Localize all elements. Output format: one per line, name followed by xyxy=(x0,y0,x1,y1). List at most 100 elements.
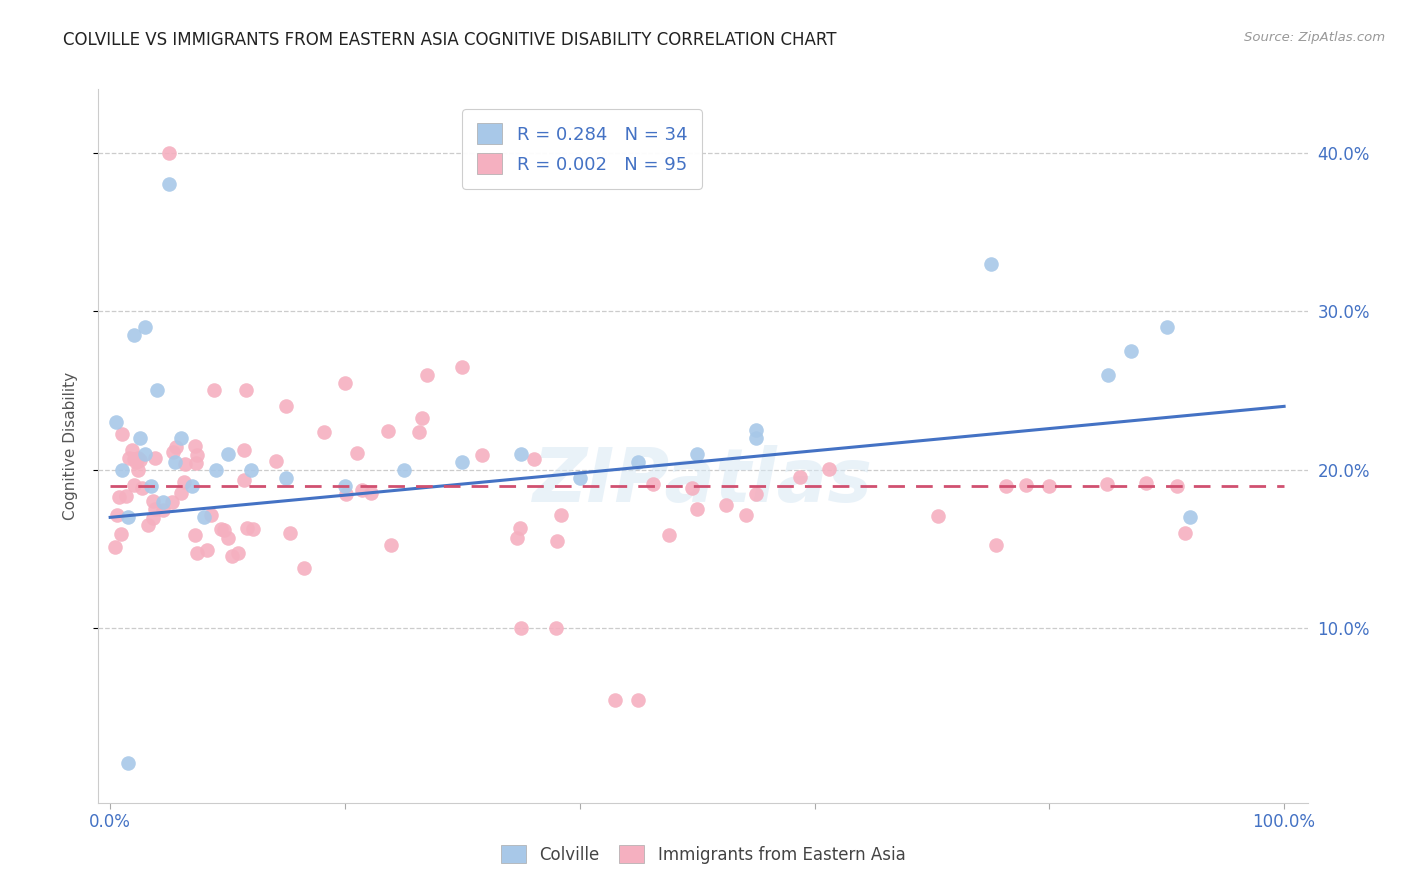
Point xyxy=(1135,475,1157,490)
Point xyxy=(505,531,527,545)
Point xyxy=(183,527,205,541)
Point xyxy=(240,463,263,477)
Point xyxy=(603,692,626,706)
Point xyxy=(129,453,152,467)
Point xyxy=(451,455,474,469)
Point xyxy=(568,471,591,485)
Point xyxy=(451,359,474,374)
Point xyxy=(1038,478,1060,492)
Point xyxy=(141,478,163,492)
Point xyxy=(735,508,758,523)
Point xyxy=(134,447,156,461)
Point xyxy=(510,447,533,461)
Point xyxy=(104,540,127,554)
Point xyxy=(202,384,225,398)
Point xyxy=(1121,343,1143,358)
Point xyxy=(509,521,531,535)
Point xyxy=(117,510,139,524)
Point xyxy=(276,400,298,414)
Point xyxy=(333,376,356,390)
Point xyxy=(105,508,128,522)
Point xyxy=(173,475,195,489)
Point xyxy=(714,498,737,512)
Point xyxy=(235,384,257,398)
Point xyxy=(122,328,145,343)
Point xyxy=(392,463,415,477)
Point xyxy=(627,692,650,706)
Point xyxy=(214,523,236,537)
Point xyxy=(280,525,302,540)
Point xyxy=(377,424,399,438)
Point xyxy=(927,509,949,524)
Point xyxy=(1166,478,1188,492)
Point xyxy=(152,503,174,517)
Point xyxy=(360,486,382,500)
Point xyxy=(186,448,208,462)
Point xyxy=(111,463,134,477)
Point xyxy=(193,510,215,524)
Point xyxy=(266,453,288,467)
Point xyxy=(152,494,174,508)
Point xyxy=(165,440,187,454)
Point xyxy=(789,470,811,484)
Point xyxy=(380,538,402,552)
Text: COLVILLE VS IMMIGRANTS FROM EASTERN ASIA COGNITIVE DISABILITY CORRELATION CHART: COLVILLE VS IMMIGRANTS FROM EASTERN ASIA… xyxy=(63,31,837,49)
Point xyxy=(228,546,250,560)
Point xyxy=(818,462,841,476)
Point xyxy=(105,415,128,429)
Point xyxy=(681,481,703,495)
Legend: Colville, Immigrants from Eastern Asia: Colville, Immigrants from Eastern Asia xyxy=(494,838,912,871)
Point xyxy=(745,431,768,445)
Legend: R = 0.284   N = 34, R = 0.002   N = 95: R = 0.284 N = 34, R = 0.002 N = 95 xyxy=(463,109,702,188)
Point xyxy=(641,477,664,491)
Point xyxy=(121,442,143,457)
Point xyxy=(143,502,166,516)
Point xyxy=(471,448,494,462)
Point xyxy=(162,445,184,459)
Point xyxy=(292,561,315,575)
Point xyxy=(217,447,239,461)
Point xyxy=(157,178,180,192)
Point xyxy=(408,425,430,439)
Point xyxy=(233,443,256,458)
Point xyxy=(143,451,166,466)
Point xyxy=(1015,478,1038,492)
Point xyxy=(127,451,149,466)
Point xyxy=(125,455,148,469)
Point xyxy=(146,384,169,398)
Point xyxy=(242,522,264,536)
Point xyxy=(346,445,368,459)
Point xyxy=(411,410,433,425)
Point xyxy=(204,463,226,477)
Point xyxy=(162,495,184,509)
Point xyxy=(994,479,1017,493)
Point xyxy=(546,534,568,549)
Point xyxy=(174,457,197,471)
Point xyxy=(217,532,239,546)
Point xyxy=(110,526,132,541)
Point xyxy=(416,368,439,382)
Point xyxy=(163,455,186,469)
Point xyxy=(195,542,218,557)
Text: Source: ZipAtlas.com: Source: ZipAtlas.com xyxy=(1244,31,1385,45)
Point xyxy=(142,511,165,525)
Point xyxy=(1097,368,1119,382)
Point xyxy=(335,487,357,501)
Text: ZIPatlas: ZIPatlas xyxy=(533,445,873,518)
Point xyxy=(233,473,256,487)
Point xyxy=(312,425,335,439)
Point xyxy=(350,483,373,498)
Point xyxy=(184,439,207,453)
Point xyxy=(110,427,132,442)
Point xyxy=(200,508,222,522)
Point xyxy=(108,490,131,504)
Point xyxy=(333,478,356,492)
Point xyxy=(127,463,149,477)
Point xyxy=(745,486,768,500)
Point xyxy=(745,423,768,437)
Point xyxy=(523,452,546,467)
Point xyxy=(221,549,243,564)
Point xyxy=(131,481,153,495)
Point xyxy=(157,145,180,160)
Point xyxy=(1173,525,1195,540)
